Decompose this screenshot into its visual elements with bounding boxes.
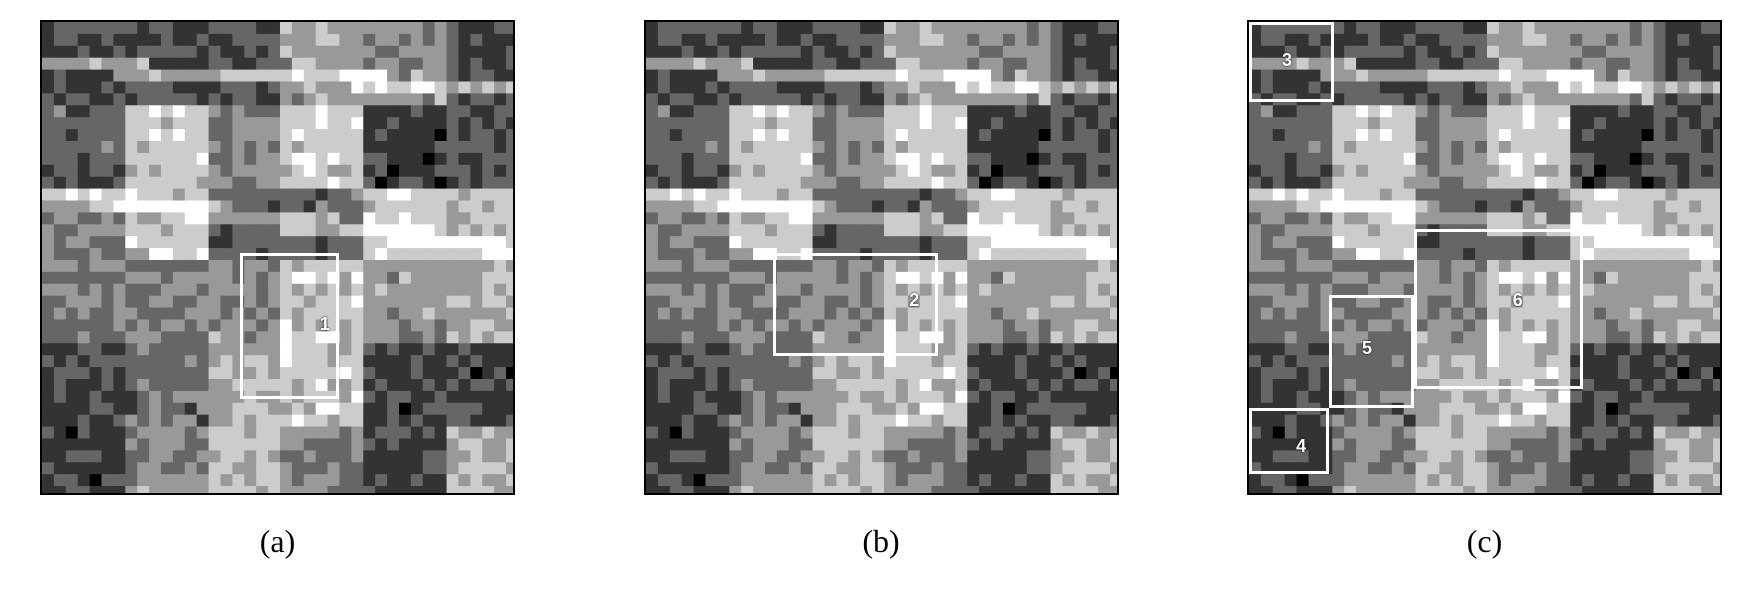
image-a: 1 — [40, 20, 515, 495]
roi-6 — [1414, 229, 1584, 389]
panel-b: 2 (b) — [644, 20, 1119, 560]
caption-b: (b) — [862, 523, 899, 560]
roi-4 — [1249, 408, 1329, 474]
panel-c: 3 4 5 6 (c) — [1247, 20, 1722, 560]
roi-label-4: 4 — [1296, 436, 1306, 457]
panel-a: 1 (a) — [40, 20, 515, 560]
roi-label-5: 5 — [1362, 338, 1372, 359]
roi-label-6: 6 — [1513, 290, 1523, 311]
figure-row: 1 (a) 2 (b) 3 4 5 6 (c) — [40, 20, 1722, 560]
image-b: 2 — [644, 20, 1119, 495]
caption-a: (a) — [260, 523, 296, 560]
roi-label-2: 2 — [909, 290, 919, 311]
roi-label-1: 1 — [320, 314, 330, 335]
roi-label-3: 3 — [1282, 50, 1292, 71]
caption-c: (c) — [1467, 523, 1503, 560]
image-c: 3 4 5 6 — [1247, 20, 1722, 495]
